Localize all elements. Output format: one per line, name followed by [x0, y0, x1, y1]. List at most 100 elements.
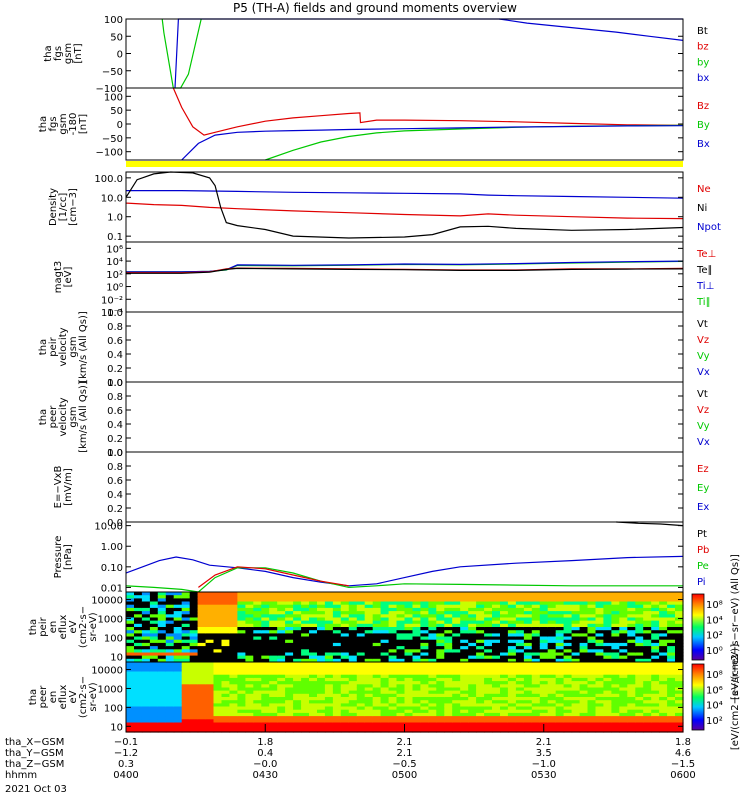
x-tick-label: 2.1 — [397, 748, 413, 759]
spectrogram-cell — [659, 623, 668, 628]
spectrogram-cell — [484, 706, 493, 711]
spectrogram-cell — [412, 703, 422, 708]
spectrogram-cell — [484, 595, 493, 599]
spectrogram-cell — [141, 671, 151, 676]
y-axis-label: peer — [38, 685, 49, 709]
spectrogram-cell — [134, 649, 143, 654]
spectrogram-cell — [340, 633, 350, 638]
spectrogram-cell — [492, 709, 501, 714]
spectrogram-cell — [484, 639, 493, 644]
spectrogram-cell — [579, 620, 589, 625]
spectrogram-cell — [237, 716, 246, 720]
spectrogram-cell — [420, 719, 429, 724]
spectrogram-cell — [460, 630, 469, 634]
spectrogram-cell — [396, 617, 406, 622]
spectrogram-cell — [659, 652, 668, 657]
spectrogram-cell — [141, 633, 151, 638]
spectrogram-cell — [293, 636, 302, 641]
spectrogram-cell — [245, 700, 254, 704]
spectrogram-cell — [603, 690, 612, 695]
spectrogram-cell — [507, 706, 517, 711]
spectrogram-cell — [157, 668, 167, 673]
spectrogram-cell — [635, 623, 644, 628]
spectrogram-cell — [476, 630, 485, 634]
spectrogram-cell — [317, 636, 326, 641]
spectrogram-cell — [555, 712, 565, 717]
y-tick-label: 1000 — [98, 614, 123, 625]
spectrogram-cell — [245, 690, 254, 695]
spectrogram-cell — [659, 617, 668, 622]
spectrogram-cell — [189, 662, 199, 666]
spectrogram-cell — [675, 646, 684, 650]
spectrogram-cell — [126, 614, 135, 619]
spectrogram-cell — [571, 684, 581, 689]
spectrogram-cell — [141, 655, 151, 660]
spectrogram-cell — [269, 630, 278, 634]
spectrogram-cell — [149, 649, 159, 654]
spectrogram-cell — [149, 601, 159, 606]
spectrogram-cell — [420, 709, 429, 714]
spectrogram-cell — [165, 703, 175, 708]
spectrogram-cell — [579, 674, 589, 679]
spectrogram-cell — [205, 614, 215, 619]
spectrogram-cell — [627, 649, 636, 654]
spectrogram-cell — [515, 728, 525, 733]
spectrogram-cell — [595, 655, 605, 660]
spectrogram-cell — [253, 719, 262, 724]
spectrogram-cell — [675, 722, 684, 727]
spectrogram-cell — [651, 725, 660, 730]
spectrogram-cell — [428, 677, 437, 682]
spectrogram-cell — [675, 700, 684, 704]
spectrogram-cell — [412, 681, 422, 685]
spectrogram-cell — [500, 614, 509, 619]
spectrogram-cell — [157, 607, 167, 612]
spectrogram-cell — [603, 611, 612, 615]
spectrogram-cell — [324, 722, 334, 727]
spectrogram-cell — [619, 687, 628, 692]
spectrogram-cell — [619, 604, 628, 609]
spectrogram-cell — [515, 674, 525, 679]
spectrogram-cell — [627, 642, 636, 647]
spectrogram-cell — [141, 662, 151, 666]
spectrogram-cell — [396, 668, 406, 673]
spectrogram-cell — [253, 623, 262, 628]
spectrogram-cell — [667, 700, 676, 704]
spectrogram-cell — [364, 623, 374, 628]
spectrogram-cell — [452, 716, 461, 720]
spectrogram-cell — [157, 722, 167, 727]
spectrogram-cell — [348, 697, 358, 701]
spectrogram-cell — [356, 674, 366, 679]
spectrogram-cell — [380, 697, 390, 701]
spectrogram-cell — [452, 611, 461, 615]
spectrogram-cell — [261, 646, 270, 650]
spectrogram-cell — [157, 636, 167, 641]
spectrogram-cell — [547, 611, 557, 615]
spectrogram-cell — [515, 649, 525, 654]
spectrogram-cell — [412, 684, 422, 689]
spectrogram-cell — [309, 604, 318, 609]
spectrogram-cell — [507, 677, 517, 682]
spectrogram-cell — [181, 627, 191, 631]
spectrogram-cell — [372, 665, 382, 669]
spectrogram-cell — [587, 677, 597, 682]
spectrogram-cell — [229, 614, 238, 619]
spectrogram-cell — [563, 642, 573, 647]
spectrogram-cell — [627, 681, 636, 685]
spectrogram-cell — [213, 623, 223, 628]
spectrogram-cell — [189, 681, 199, 685]
spectrogram-cell — [476, 598, 485, 603]
spectrogram-cell — [627, 690, 636, 695]
spectrogram-cell — [523, 709, 533, 714]
spectrogram-cell — [364, 655, 374, 660]
spectrogram-cell — [396, 604, 406, 609]
spectrogram-cell — [293, 620, 302, 625]
spectrogram-cell — [173, 697, 183, 701]
spectrogram-cell — [134, 614, 143, 619]
spectrogram-cell — [404, 700, 414, 704]
spectrogram-cell — [515, 725, 525, 730]
spectrogram-cell — [181, 725, 191, 730]
spectrogram-cell — [189, 592, 199, 596]
spectrogram-cell — [436, 598, 445, 603]
spectrogram-cell — [141, 649, 151, 654]
